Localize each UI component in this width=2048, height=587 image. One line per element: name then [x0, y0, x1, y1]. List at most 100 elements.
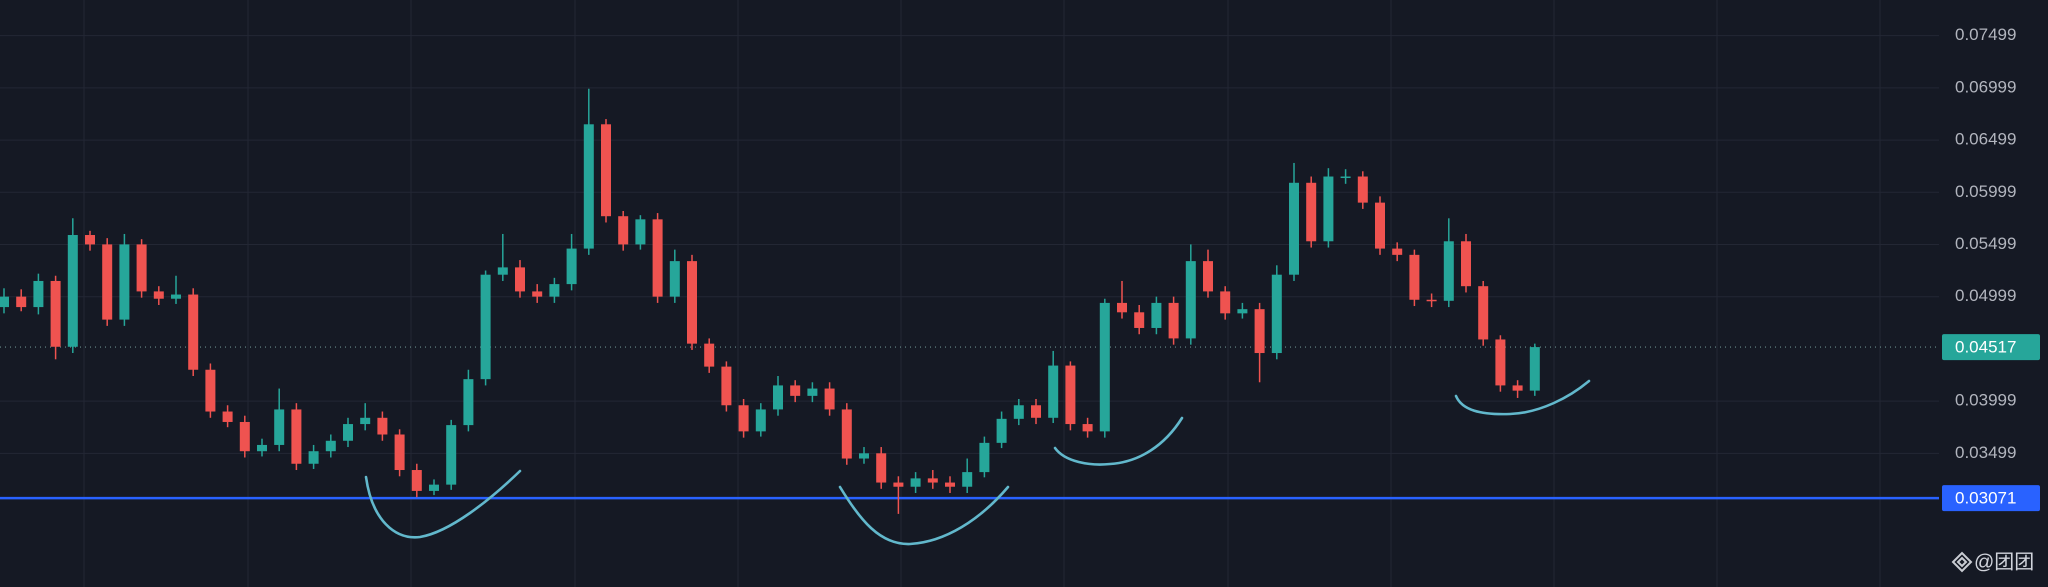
candle-body [635, 219, 646, 245]
candle-body [549, 284, 560, 297]
candle-body [1289, 182, 1299, 275]
candle-body [1237, 309, 1248, 314]
candle-body [291, 409, 302, 464]
candle-body [239, 421, 250, 452]
price-label: 0.04517 [1955, 338, 2016, 357]
candle-body [859, 453, 869, 459]
candle-body [1168, 302, 1179, 339]
horizontal-grid [0, 35, 1939, 454]
candle-body [704, 343, 715, 367]
candle-body [325, 440, 336, 452]
candle-body [945, 482, 955, 487]
y-tick-label: 0.06999 [1955, 77, 2016, 96]
candle-body [721, 366, 732, 406]
y-tick-label: 0.04999 [1955, 286, 2016, 305]
candle-body [0, 296, 9, 308]
candle-body [962, 472, 973, 487]
candle-body [583, 124, 594, 249]
candle-body [910, 478, 921, 487]
candle-body [1512, 385, 1523, 391]
hand-drawn-curve [1053, 416, 1184, 466]
candle-body [205, 369, 216, 412]
candle-body [1151, 302, 1162, 328]
candle-body [1392, 248, 1403, 255]
candle-body [274, 409, 285, 445]
price-axis-labels: 0.03499 0.03999 0.04999 0.05499 0.05999 0.064… [1942, 25, 2040, 512]
candle-body [1082, 424, 1093, 432]
hand-drawn-curve [364, 469, 522, 539]
candle-body [463, 379, 474, 426]
candle-body [1495, 339, 1506, 386]
candle-body [1013, 405, 1024, 419]
watermark-logo [1951, 551, 1973, 573]
y-tick-label: 0.03999 [1955, 391, 2016, 410]
candle-body [1099, 302, 1110, 432]
candle-body [1375, 202, 1385, 249]
candle-body [755, 409, 766, 432]
candle-body [1426, 299, 1437, 302]
price-label-box [1942, 485, 2040, 512]
y-tick-label: 0.03499 [1955, 443, 2016, 462]
candle-body [480, 274, 491, 380]
candle-body [1323, 176, 1334, 242]
candle-body [360, 417, 371, 425]
candle-body [1203, 261, 1213, 292]
candle-body [1185, 261, 1196, 339]
candle-body [652, 219, 663, 297]
candle-body [807, 388, 818, 396]
candle-body [1048, 365, 1059, 418]
hand-drawn-curve [1454, 379, 1591, 416]
candle-body [1065, 365, 1076, 425]
candle-body [1340, 176, 1351, 179]
candle-body [429, 484, 439, 491]
candle-body [343, 424, 353, 441]
candle-body [1478, 286, 1489, 340]
candle-body [1117, 302, 1127, 313]
y-tick-label: 0.07499 [1955, 25, 2016, 44]
candle-body [33, 280, 44, 308]
candle-body [308, 451, 319, 464]
y-tick-label: 0.05499 [1955, 234, 2016, 253]
candle-body [1134, 312, 1145, 328]
candle-body [876, 453, 887, 483]
candle-body [50, 280, 61, 347]
candle-body [1443, 241, 1454, 301]
candle-body [1306, 182, 1317, 242]
candle-body [773, 385, 783, 410]
candle-body [171, 294, 181, 299]
candle-body [927, 478, 938, 483]
candle-body [1271, 274, 1282, 354]
price-lines [0, 346, 1939, 500]
candle-body [893, 482, 904, 487]
candle-body [790, 385, 801, 396]
y-tick-label: 0.05999 [1955, 182, 2016, 201]
price-label: 0.03071 [1955, 489, 2016, 508]
candle-body [824, 388, 835, 410]
candle-body [515, 267, 525, 292]
annotations [364, 379, 1591, 546]
candle-body [67, 235, 78, 347]
candle-body [257, 444, 267, 452]
candle-body [1254, 309, 1265, 354]
candle-body [411, 470, 422, 491]
candle-body [188, 294, 199, 370]
candle-body [1461, 241, 1471, 287]
candle-body [1220, 291, 1231, 314]
candle-body [1529, 347, 1540, 391]
candle-body [601, 124, 611, 217]
candle-body [119, 244, 130, 320]
candle-body [1357, 176, 1368, 203]
candle-body [618, 216, 629, 245]
y-tick-label: 0.06499 [1955, 130, 2016, 149]
vertical-grid [83, 0, 1881, 587]
candle-body [102, 244, 113, 320]
candle-body [222, 411, 233, 422]
candle-body [532, 291, 543, 297]
candle-body [687, 261, 697, 344]
candle-body [497, 267, 508, 275]
candle-body [16, 296, 27, 308]
candle-body [85, 235, 95, 245]
candle-body [566, 248, 577, 285]
